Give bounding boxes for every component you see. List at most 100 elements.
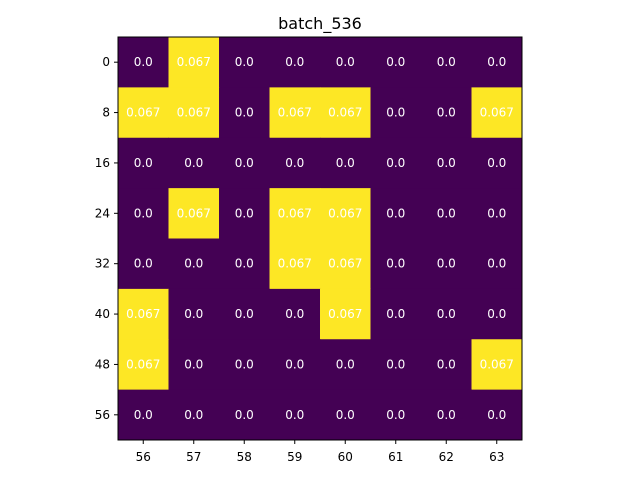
heatmap-cell-r6-c0 <box>118 339 169 391</box>
heatmap-cell-r2-c0 <box>118 137 169 189</box>
heatmap-cell-r1-c3 <box>269 87 321 139</box>
cell-value-label-r2-c6: 0.0 <box>437 156 456 170</box>
heatmap-cell-r7-c4 <box>320 389 371 441</box>
cell-value-label-r1-c2: 0.0 <box>235 106 254 120</box>
cell-value-label-r6-c5: 0.0 <box>386 357 405 371</box>
cell-value-label-r5-c6: 0.0 <box>437 307 456 321</box>
heatmap-cell-r4-c7 <box>471 238 523 290</box>
heatmap-cell-r7-c0 <box>118 389 169 441</box>
heatmap-cell-r7-c6 <box>421 389 472 441</box>
cell-value-label-r2-c2: 0.0 <box>235 156 254 170</box>
heatmap-cell-r1-c0 <box>118 87 169 139</box>
cell-value-label-r3-c7: 0.0 <box>487 206 506 220</box>
heatmap-cell-r1-c1 <box>168 87 220 139</box>
cell-value-label-r7-c3: 0.0 <box>285 408 304 422</box>
heatmap-cell-r3-c0 <box>118 188 169 239</box>
heatmap-cell-r4-c6 <box>421 238 472 290</box>
heatmap-cell-r1-c5 <box>370 87 422 139</box>
cell-value-label-r4-c0: 0.0 <box>134 257 153 271</box>
cell-value-label-r2-c5: 0.0 <box>386 156 405 170</box>
cell-value-label-r0-c0: 0.0 <box>134 55 153 69</box>
cell-value-label-r3-c0: 0.0 <box>134 206 153 220</box>
heatmap-cell-r2-c2 <box>219 137 270 189</box>
cell-value-label-r0-c6: 0.0 <box>437 55 456 69</box>
heatmap-cell-r1-c7 <box>471 87 523 139</box>
cell-value-label-r5-c4: 0.067 <box>328 307 362 321</box>
heatmap-cells <box>118 37 523 441</box>
x-tick-label: 62 <box>439 450 454 464</box>
cell-value-label-r3-c4: 0.067 <box>328 206 362 220</box>
heatmap-cell-r2-c4 <box>320 137 371 189</box>
cell-value-label-r7-c4: 0.0 <box>336 408 355 422</box>
cell-value-label-r5-c5: 0.0 <box>386 307 405 321</box>
x-tick-label: 61 <box>388 450 403 464</box>
heatmap-cell-r4-c4 <box>320 238 371 290</box>
heatmap-cell-r0-c0 <box>118 37 169 88</box>
cell-value-label-r6-c7: 0.067 <box>480 357 514 371</box>
heatmap-cell-r6-c7 <box>471 339 523 391</box>
heatmap-cell-r6-c2 <box>219 339 270 391</box>
cell-value-label-r7-c0: 0.0 <box>134 408 153 422</box>
x-tick-label: 57 <box>186 450 201 464</box>
cell-value-label-r3-c5: 0.0 <box>386 206 405 220</box>
cell-value-label-r7-c6: 0.0 <box>437 408 456 422</box>
heatmap-cell-r4-c5 <box>370 238 422 290</box>
cell-value-label-r5-c1: 0.0 <box>184 307 203 321</box>
cell-value-label-r0-c7: 0.0 <box>487 55 506 69</box>
cell-value-label-r1-c1: 0.067 <box>177 106 211 120</box>
heatmap-cell-r6-c6 <box>421 339 472 391</box>
plot-frame <box>117 36 523 441</box>
cell-value-label-r6-c6: 0.0 <box>437 357 456 371</box>
y-tick-label: 32 <box>95 257 110 271</box>
cell-value-label-r7-c5: 0.0 <box>386 408 405 422</box>
cell-value-label-r3-c6: 0.0 <box>437 206 456 220</box>
cell-value-label-r3-c3: 0.067 <box>278 206 312 220</box>
heatmap-cell-r6-c5 <box>370 339 422 391</box>
cell-value-label-r4-c2: 0.0 <box>235 257 254 271</box>
heatmap-cell-r3-c3 <box>269 188 321 239</box>
cell-value-label-r5-c2: 0.0 <box>235 307 254 321</box>
cell-value-label-r6-c1: 0.0 <box>184 357 203 371</box>
y-tick-label: 0 <box>102 55 110 69</box>
heatmap-cell-r5-c1 <box>168 288 220 340</box>
heatmap-cell-r4-c3 <box>269 238 321 290</box>
heatmap-cell-r7-c3 <box>269 389 321 441</box>
cell-value-label-r1-c3: 0.067 <box>278 106 312 120</box>
heatmap-cell-r0-c6 <box>421 37 472 88</box>
cell-value-label-r5-c3: 0.0 <box>285 307 304 321</box>
heatmap-cell-r5-c6 <box>421 288 472 340</box>
cell-value-label-r6-c2: 0.0 <box>235 357 254 371</box>
cell-value-label-r1-c4: 0.067 <box>328 106 362 120</box>
cell-value-label-r4-c6: 0.0 <box>437 257 456 271</box>
cell-value-label-r1-c6: 0.0 <box>437 106 456 120</box>
heatmap-cell-r2-c6 <box>421 137 472 189</box>
heatmap-cell-r0-c2 <box>219 37 270 88</box>
heatmap-cell-r6-c1 <box>168 339 220 391</box>
heatmap-cell-r5-c5 <box>370 288 422 340</box>
heatmap-cell-r1-c6 <box>421 87 472 139</box>
heatmap-cell-r2-c3 <box>269 137 321 189</box>
cell-value-label-r6-c0: 0.067 <box>126 357 160 371</box>
x-tick-label: 63 <box>489 450 504 464</box>
cell-value-label-r5-c7: 0.0 <box>487 307 506 321</box>
heatmap-cell-r5-c3 <box>269 288 321 340</box>
heatmap-cell-r5-c4 <box>320 288 371 340</box>
cell-value-label-r1-c5: 0.0 <box>386 106 405 120</box>
y-tick-label: 16 <box>95 156 110 170</box>
cell-value-label-r2-c1: 0.0 <box>184 156 203 170</box>
heatmap-cell-r0-c5 <box>370 37 422 88</box>
cell-value-label-r0-c5: 0.0 <box>386 55 405 69</box>
chart-title: batch_536 <box>278 14 362 34</box>
heatmap-cell-r7-c2 <box>219 389 270 441</box>
y-tick-label: 56 <box>95 408 110 422</box>
cell-value-label-r7-c2: 0.0 <box>235 408 254 422</box>
cell-value-label-r3-c2: 0.0 <box>235 206 254 220</box>
cell-value-label-r0-c2: 0.0 <box>235 55 254 69</box>
heatmap-cell-r0-c7 <box>471 37 523 88</box>
cell-value-label-r1-c0: 0.067 <box>126 106 160 120</box>
heatmap-cell-r3-c6 <box>421 188 472 239</box>
heatmap-cell-r4-c0 <box>118 238 169 290</box>
cell-value-label-r7-c7: 0.0 <box>487 408 506 422</box>
heatmap-cell-r5-c0 <box>118 288 169 340</box>
x-tick-label: 58 <box>237 450 252 464</box>
